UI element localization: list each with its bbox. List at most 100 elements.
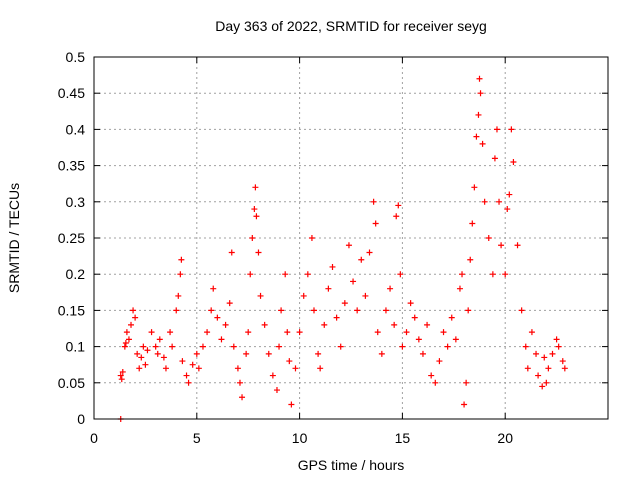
data-point [508,126,515,133]
data-point [411,314,418,321]
data-point [456,285,463,292]
x-axis-label: GPS time / hours [298,457,405,473]
data-point [358,256,365,263]
data-point [391,321,398,328]
data-point [142,361,149,368]
data-point [243,350,250,357]
data-point [167,329,174,336]
data-point [121,343,128,350]
data-point [130,307,137,314]
data-point [415,336,422,343]
data-point [278,307,285,314]
data-point [183,372,190,379]
data-point [419,350,426,357]
data-point [134,350,141,357]
data-point [555,343,562,350]
data-point [444,343,451,350]
data-point [245,329,252,336]
data-point [210,285,217,292]
data-point [393,213,400,220]
x-tick-label: 20 [497,430,513,446]
data-point [467,256,474,263]
data-point [160,354,167,361]
y-tick-label: 0.5 [66,49,86,65]
data-point [255,249,262,256]
data-point [228,249,235,256]
data-point [374,329,381,336]
data-point [173,307,180,314]
data-point [475,111,482,118]
data-point [204,329,211,336]
data-point [485,235,492,241]
data-point [341,300,348,307]
data-point [128,321,135,328]
data-point [350,278,357,285]
data-point [366,249,373,256]
data-point [222,321,229,328]
data-point [337,343,344,350]
data-point [123,329,130,336]
data-point [397,271,404,278]
data-point [372,220,379,227]
data-point [156,336,163,343]
data-point [226,300,233,307]
data-point [561,365,568,372]
data-point [403,329,410,336]
data-point [304,271,311,278]
data-point [407,300,414,307]
y-tick-label: 0.2 [66,266,86,282]
data-point [362,292,369,299]
data-point [395,202,402,209]
data-point [162,365,169,372]
data-point [119,368,126,375]
data-point [465,307,472,314]
data-point [140,343,147,350]
data-point [459,271,466,278]
data-point [214,314,221,321]
data-point [122,339,129,346]
data-point [118,376,125,383]
data-point [506,191,513,198]
data-point [292,365,299,372]
data-point [382,307,389,314]
data-point [138,354,145,361]
data-point [533,350,540,357]
data-point [354,307,361,314]
chart-title: Day 363 of 2022, SRMTID for receiver sey… [215,18,487,34]
data-point [498,242,505,249]
data-point [239,394,246,401]
data-point [252,184,259,191]
data-point [148,329,155,336]
y-tick-label: 0.45 [58,85,85,101]
data-point [286,358,293,365]
data-point [502,271,509,278]
data-point [424,321,431,328]
data-point [189,361,196,368]
data-point [463,379,470,386]
data-point [524,365,531,372]
data-point [476,75,483,82]
y-axis-label: SRMTID / TECUs [6,183,22,293]
data-point [518,307,525,314]
data-point [125,336,132,343]
data-point [117,372,124,379]
y-tick-label: 0 [77,411,85,427]
data-point [440,329,447,336]
data-point [491,155,498,162]
data-point [479,140,486,147]
y-tick-label: 0.1 [66,339,86,355]
data-point [370,198,377,205]
data-point [545,365,552,372]
data-point [514,242,521,249]
y-tick-label: 0.3 [66,194,86,210]
data-point [432,379,439,386]
data-point [177,271,184,278]
x-tick-label: 0 [90,430,98,446]
data-point [321,321,328,328]
data-point [169,343,176,350]
data-point [276,343,283,350]
y-tick-label: 0.35 [58,158,85,174]
data-point [539,383,546,390]
data-point [325,285,332,292]
